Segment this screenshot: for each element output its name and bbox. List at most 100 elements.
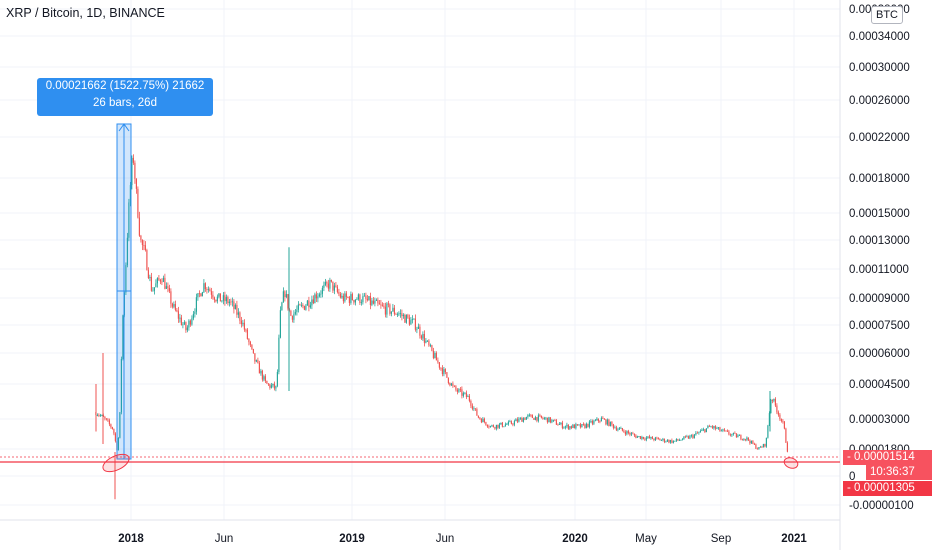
candle-body (624, 431, 626, 435)
candle-body (452, 383, 454, 386)
candle-body (134, 162, 136, 179)
candle-body (533, 417, 535, 420)
candle-body (272, 383, 274, 386)
candle-body (480, 418, 482, 423)
candle-body (630, 433, 632, 435)
candle-body (416, 328, 418, 330)
candle-body (675, 438, 677, 441)
candle-body (732, 432, 734, 435)
y-axis[interactable]: 0.000380000.000340000.000300000.00026000… (849, 4, 914, 512)
candle-body (734, 432, 736, 434)
candle-body (441, 368, 443, 375)
candle-body (467, 396, 469, 398)
candle-body (113, 429, 115, 434)
candle-body (335, 285, 337, 287)
candle-body (716, 428, 718, 430)
candle-body (743, 438, 745, 440)
candle-body (420, 335, 422, 339)
candle-body (207, 289, 209, 290)
candle-body (542, 417, 544, 419)
candle-body (447, 377, 449, 383)
candle-body (269, 384, 271, 388)
x-tick-label: May (635, 533, 657, 545)
unit-button[interactable]: BTC (871, 6, 903, 24)
candle-body (600, 417, 602, 422)
candle-body (689, 435, 691, 439)
candle-body (227, 297, 229, 304)
candle-body (521, 417, 523, 422)
candle-body (291, 315, 293, 320)
candle-body (696, 432, 698, 434)
candle-body (725, 430, 727, 432)
candle-body (348, 297, 350, 303)
candle-body (411, 319, 413, 321)
candle-body (525, 416, 527, 420)
candle-body (126, 237, 128, 266)
candle-body (590, 421, 592, 422)
candle-body (576, 424, 578, 426)
candle-body (686, 436, 688, 438)
candle-body (278, 337, 280, 372)
candle-body (605, 419, 607, 425)
candle-body (378, 303, 380, 305)
candle-body (512, 423, 514, 425)
candle-body (546, 417, 548, 423)
candle-body (513, 421, 515, 425)
candle-body (399, 313, 401, 315)
y-tick-label: 0.00013000 (849, 235, 910, 247)
candle-body (735, 433, 737, 438)
candle-body (587, 423, 589, 427)
candle-body (314, 294, 316, 304)
candle-body (641, 436, 643, 439)
candle-body (362, 296, 364, 303)
candle-body (309, 305, 311, 308)
candle-body (303, 305, 305, 310)
candle-body (621, 428, 623, 431)
candle-body (483, 418, 485, 422)
candle-body (708, 426, 710, 427)
candle-body (168, 288, 170, 292)
candle-body (164, 277, 166, 289)
candle-body (186, 327, 188, 331)
candle-body (432, 350, 434, 359)
candle-body (321, 287, 323, 294)
candle-body (695, 432, 697, 435)
candle-body (353, 299, 355, 303)
candle-body (759, 446, 761, 448)
candle-body (465, 392, 467, 398)
x-axis[interactable]: 2018 Jun 2019 Jun 2020 May Sep 2021 (118, 533, 807, 545)
candle-body (224, 295, 226, 302)
candle-body (710, 426, 712, 428)
measure-change-label: 0.00021662 (1522.75%) 21662 (45, 80, 205, 92)
candle-body (236, 304, 238, 315)
candle-body (258, 363, 260, 374)
candle-body (588, 421, 590, 427)
x-tick-label: Jun (436, 533, 455, 545)
x-tick-label: Sep (711, 533, 731, 545)
candle-body (131, 157, 133, 186)
candle-body (153, 287, 155, 291)
candle-body (359, 294, 361, 303)
chart-title: XRP / Bitcoin, 1D, BINANCE (6, 6, 165, 20)
candle-body (776, 405, 778, 413)
candle-body (539, 415, 541, 417)
candle-body (369, 296, 371, 306)
candle-body (536, 417, 538, 421)
candle-body (401, 313, 403, 317)
candle-body (426, 340, 428, 342)
candle-body (234, 304, 236, 310)
candle-body (363, 295, 365, 297)
candle-body (524, 418, 526, 420)
candle-body (254, 353, 256, 362)
measure-tooltip: 0.00021662 (1522.75%) 21662 26 bars, 26d (37, 78, 213, 116)
y-tick-label: 0 (849, 471, 855, 483)
candle-body (182, 324, 184, 326)
candle-body (216, 296, 218, 302)
candle-body (156, 278, 158, 284)
candle-body (351, 294, 353, 300)
y-tick-label: -0.00000100 (849, 500, 914, 512)
candle-body (731, 434, 733, 436)
candle-body (201, 292, 203, 297)
countdown-label: 10:36:37 (866, 465, 932, 480)
candle-body (231, 301, 233, 303)
